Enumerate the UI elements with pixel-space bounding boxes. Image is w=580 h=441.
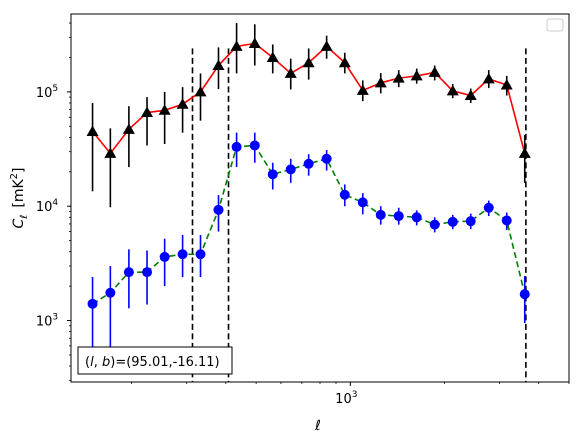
data-point-triangle xyxy=(248,37,261,48)
data-point-circle xyxy=(195,249,206,260)
legend-box xyxy=(546,18,564,32)
data-point-triangle xyxy=(338,56,351,68)
y-tick-label: 103 xyxy=(36,313,58,330)
data-point-triangle xyxy=(86,125,99,137)
x-major-ticks: 103 xyxy=(335,382,357,407)
data-point-triangle xyxy=(500,78,513,90)
data-point-circle xyxy=(483,202,494,213)
data-point-triangle xyxy=(410,69,423,81)
data-point-triangle xyxy=(374,76,387,88)
data-point-triangle xyxy=(194,85,207,97)
vertical-dashed-lines xyxy=(191,48,527,382)
data-point-triangle xyxy=(446,84,459,96)
data-point-triangle xyxy=(464,89,477,100)
data-point-triangle xyxy=(392,72,405,83)
data-point-triangle xyxy=(284,67,297,78)
annotation-box xyxy=(77,346,233,375)
y-axis-title-unit-exponent: 2 xyxy=(9,173,20,179)
data-point-triangle xyxy=(302,56,315,68)
data-point-triangle xyxy=(176,98,189,109)
data-point-circle xyxy=(447,216,458,227)
data-point-circle xyxy=(231,141,242,152)
data-point-triangle xyxy=(266,51,279,62)
data-point-triangle xyxy=(212,59,225,71)
data-point-triangle xyxy=(320,40,333,51)
x-axis-title: ℓ xyxy=(314,418,321,434)
y-tick-label: 105 xyxy=(36,84,58,101)
data-point-triangle xyxy=(158,104,171,115)
data-point-circle xyxy=(87,298,98,309)
data-point-triangle xyxy=(230,40,243,51)
data-point-triangle xyxy=(518,147,531,158)
y-axis-title-subscript: ℓ xyxy=(19,215,30,219)
data-point-circle xyxy=(429,219,440,230)
data-point-circle xyxy=(267,169,278,180)
data-point-circle xyxy=(321,153,332,164)
x-tick-label: 103 xyxy=(335,390,357,407)
data-point-circle xyxy=(519,289,530,300)
data-point-circle xyxy=(123,267,134,278)
y-axis-title: Cℓ [mK2] xyxy=(9,167,30,228)
data-point-triangle xyxy=(141,106,154,118)
data-point-circle xyxy=(142,267,153,278)
y-tick-label: 104 xyxy=(36,198,59,215)
data-point-circle xyxy=(501,215,512,226)
y-major-ticks: 103 104 105 xyxy=(36,84,71,330)
y-minor-ticks xyxy=(69,22,71,381)
data-point-circle xyxy=(159,251,170,262)
data-point-circle xyxy=(339,189,350,200)
data-point-circle xyxy=(303,158,314,169)
data-point-circle xyxy=(177,249,188,260)
data-point-triangle xyxy=(104,147,117,158)
data-point-triangle xyxy=(356,84,369,95)
y-axis-title-symbol: C xyxy=(11,219,27,229)
y-axis-title-unit-close: ] xyxy=(11,167,27,172)
data-point-circle xyxy=(375,209,386,220)
data-point-circle xyxy=(411,212,422,223)
data-point-circle xyxy=(285,164,296,175)
data-point-circle xyxy=(357,197,368,208)
data-point-circle xyxy=(465,216,476,227)
data-point-triangle xyxy=(122,123,135,134)
data-point-circle xyxy=(105,287,116,298)
series-layer xyxy=(86,23,531,355)
data-point-circle xyxy=(213,204,224,215)
annotation-text: (l, b)=(95.01,-16.11) xyxy=(85,355,220,370)
data-point-triangle xyxy=(482,72,495,84)
data-point-circle xyxy=(249,140,260,151)
series-1 xyxy=(87,132,530,355)
data-point-triangle xyxy=(428,66,441,77)
annotation: (l, b)=(95.01,-16.11) xyxy=(77,346,233,375)
series-0 xyxy=(86,23,531,208)
data-point-circle xyxy=(393,211,404,222)
plot-area xyxy=(70,13,570,383)
x-minor-ticks xyxy=(131,382,570,384)
y-axis-title-unit: [mK xyxy=(11,179,27,208)
